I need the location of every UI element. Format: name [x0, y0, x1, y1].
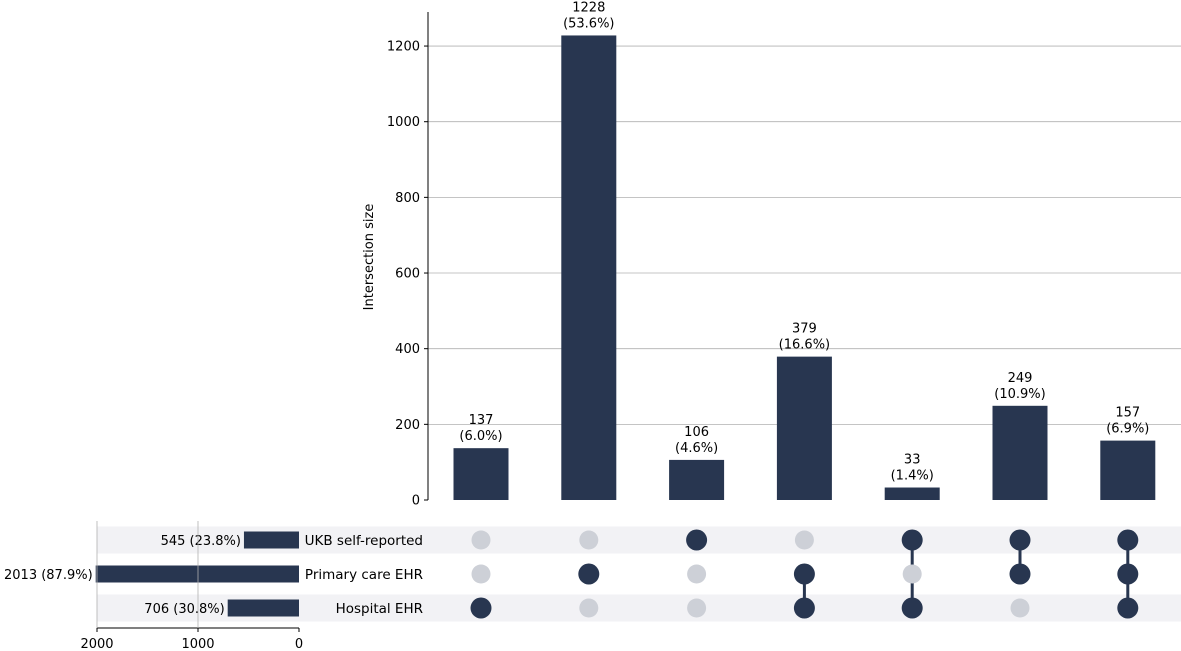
matrix-dot-active — [1009, 529, 1031, 551]
intersection-matrix — [470, 529, 1139, 619]
y-tick-label: 400 — [395, 342, 420, 357]
matrix-dot-active — [793, 563, 815, 585]
set-name-labels: UKB self-reported Primary care EHR Hospita… — [305, 533, 423, 617]
set-size-tick-label: 1000 — [181, 637, 214, 651]
matrix-dot-inactive — [794, 530, 814, 550]
set-size-label: 706 (30.8%) — [144, 602, 224, 617]
set-name-label: UKB self-reported — [305, 533, 423, 549]
set-size-label: 545 (23.8%) — [161, 534, 241, 549]
matrix-dot-active — [1009, 563, 1031, 585]
intersection-bar — [884, 487, 940, 500]
matrix-dot-active — [1117, 529, 1139, 551]
matrix-dot-inactive — [687, 564, 707, 584]
matrix-dot-active — [1117, 597, 1139, 619]
intersection-bar — [561, 35, 617, 501]
y-tick-label: 800 — [395, 191, 420, 206]
y-tick-label: 200 — [395, 418, 420, 433]
intersection-bar — [669, 459, 725, 500]
bar-count-label: 379 — [792, 322, 817, 337]
bar-count-label: 33 — [904, 453, 921, 468]
matrix-dot-active — [578, 563, 600, 585]
y-tick-label: 0 — [412, 494, 420, 509]
matrix-dot-inactive — [1010, 598, 1030, 618]
bar-percent-label: (16.6%) — [779, 338, 830, 353]
matrix-dot-inactive — [471, 564, 491, 584]
intersection-bars — [453, 35, 1156, 501]
bar-percent-label: (6.9%) — [1106, 422, 1149, 437]
set-size-bar — [227, 599, 299, 617]
intersection-y-axis: 0 200 400 600 800 1000 1200 — [387, 12, 429, 509]
bar-percent-label: (6.0%) — [459, 429, 502, 444]
set-size-tick-label: 2000 — [80, 637, 113, 651]
bar-count-label: 249 — [1008, 371, 1033, 386]
set-size-bar — [95, 565, 299, 583]
intersection-bar — [453, 448, 509, 500]
matrix-dot-active — [901, 597, 923, 619]
set-size-axis: 2000 1000 0 — [80, 521, 303, 651]
matrix-dot-inactive — [902, 564, 922, 584]
matrix-dot-active — [1117, 563, 1139, 585]
set-size-bar — [243, 531, 299, 549]
matrix-dot-active — [793, 597, 815, 619]
matrix-dot-inactive — [579, 530, 599, 550]
bar-count-label: 1228 — [572, 0, 605, 15]
matrix-dot-inactive — [687, 598, 707, 618]
set-name-label: Primary care EHR — [305, 567, 423, 583]
bar-percent-label: (53.6%) — [563, 16, 614, 31]
set-name-label: Hospital EHR — [336, 601, 423, 617]
matrix-dot-active — [470, 597, 492, 619]
matrix-dot-inactive — [579, 598, 599, 618]
intersection-bar — [992, 405, 1048, 500]
y-tick-label: 1000 — [387, 115, 420, 130]
bar-percent-label: (4.6%) — [675, 441, 718, 456]
set-size-tick-label: 0 — [295, 637, 303, 651]
intersection-bar — [776, 356, 832, 500]
bar-count-label: 157 — [1115, 406, 1140, 421]
intersection-bar — [1100, 440, 1156, 500]
matrix-dot-inactive — [471, 530, 491, 550]
y-axis-title: Intersection size — [362, 204, 377, 311]
bar-percent-label: (1.4%) — [891, 469, 934, 484]
matrix-row-stripes — [97, 526, 1181, 622]
set-size-label: 2013 (87.9%) — [4, 568, 93, 583]
matrix-dot-active — [901, 529, 923, 551]
bar-percent-label: (10.9%) — [994, 387, 1045, 402]
set-size-bars: 545 (23.8%) 2013 (87.9%) 706 (30.8%) — [4, 531, 299, 617]
bar-count-label: 106 — [684, 425, 709, 440]
matrix-dot-active — [686, 529, 708, 551]
y-tick-label: 600 — [395, 267, 420, 282]
y-tick-label: 1200 — [387, 40, 420, 55]
bar-count-label: 137 — [469, 413, 494, 428]
intersection-bar-labels: 137(6.0%) 1228(53.6%) 106(4.6%) 379(16.6%) 3… — [459, 0, 1149, 483]
